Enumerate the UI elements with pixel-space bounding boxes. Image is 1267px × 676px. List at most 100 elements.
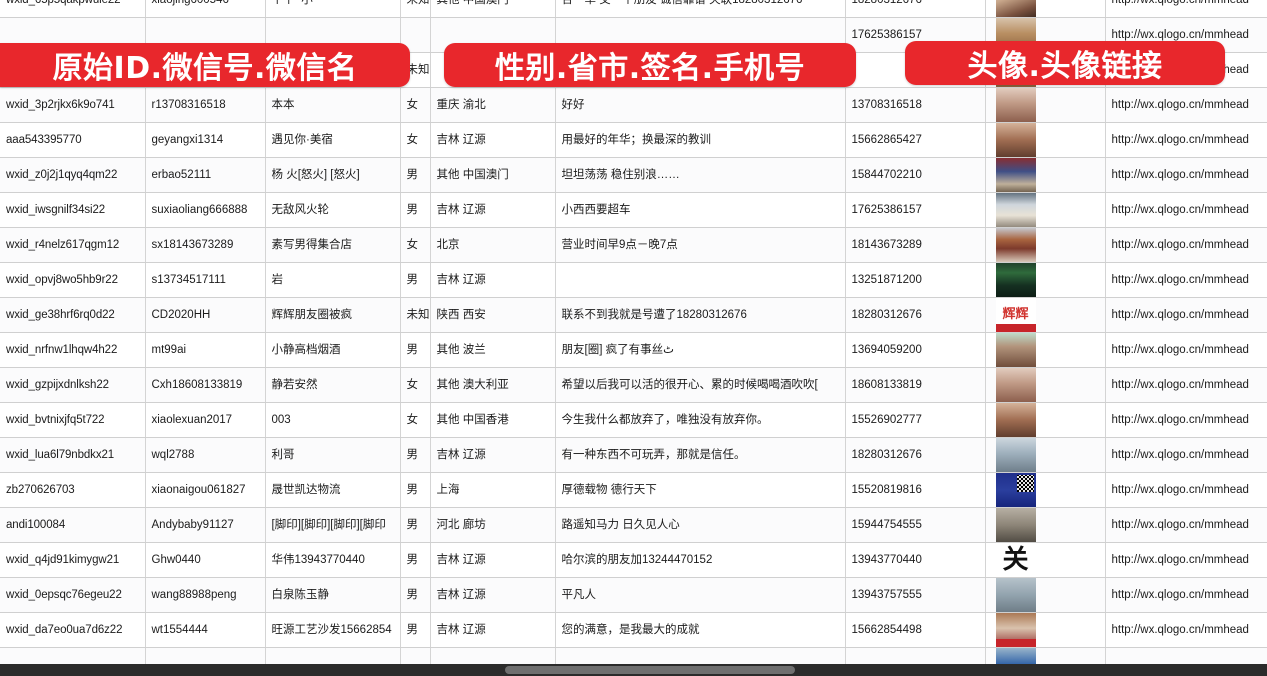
cell-wechat-id[interactable]: CD2020HH	[145, 297, 266, 333]
cell-phone[interactable]: 13251871200	[845, 262, 986, 298]
cell-wechat-name[interactable]: 素写男得集合店	[265, 227, 401, 263]
table-row[interactable]: wxid_r4nelz617qgm12 sx18143673289 素写男得集合店女…	[0, 227, 1267, 263]
cell-phone[interactable]: 18143673289	[845, 227, 986, 263]
cell-avatar[interactable]	[985, 577, 1106, 613]
cell-avatar-link[interactable]: http://wx.qlogo.cn/mmhead	[1105, 122, 1267, 158]
cell-wechat-name[interactable]: 遇见你·美宿	[265, 122, 401, 158]
cell-wechat-name[interactable]: 利哥	[265, 437, 401, 473]
cell-wechat-id[interactable]: xiaolexuan2017	[145, 402, 266, 438]
cell-gender[interactable]: 男	[400, 157, 431, 193]
table-row[interactable]: wxid_iwsgnilf34si22 suxiaoliang666888 无敌风火…	[0, 192, 1267, 228]
cell-region[interactable]: 其他 中国澳门	[430, 157, 556, 193]
cell-wechat-name[interactable]: 无敌风火轮	[265, 192, 401, 228]
cell-region[interactable]: 吉林 辽源	[430, 262, 556, 298]
cell-phone[interactable]: 15662865427	[845, 122, 986, 158]
cell-original-id[interactable]: wxid_ge38hrf6rq0d22	[0, 297, 146, 333]
cell-gender[interactable]: 女	[400, 367, 431, 403]
cell-signature[interactable]: 好好	[555, 87, 846, 123]
cell-phone[interactable]: 15944754555	[845, 507, 986, 543]
cell-original-id[interactable]: wxid_da7eo0ua7d6z22	[0, 612, 146, 648]
cell-region[interactable]: 吉林 辽源	[430, 122, 556, 158]
cell-gender[interactable]: 男	[400, 507, 431, 543]
cell-signature[interactable]: 有一种东西不可玩弄，那就是信任。	[555, 437, 846, 473]
cell-region[interactable]: 河北 廊坊	[430, 507, 556, 543]
cell-signature[interactable]: 希望以后我可以活的很开心、累的时候喝喝酒吹吹[	[555, 367, 846, 403]
cell-avatar[interactable]: 辉辉	[985, 297, 1106, 333]
cell-avatar-link[interactable]: http://wx.qlogo.cn/mmhead	[1105, 0, 1267, 18]
cell-avatar-link[interactable]: http://wx.qlogo.cn/mmhead	[1105, 192, 1267, 228]
cell-region[interactable]: 吉林 辽源	[430, 577, 556, 613]
cell-gender[interactable]: 男	[400, 192, 431, 228]
cell-original-id[interactable]: aaa543395770	[0, 122, 146, 158]
cell-region[interactable]: 北京	[430, 227, 556, 263]
cell-avatar-link[interactable]: http://wx.qlogo.cn/mmhead	[1105, 367, 1267, 403]
cell-gender[interactable]: 男	[400, 332, 431, 368]
cell-region[interactable]: 其他 中国澳门	[430, 0, 556, 18]
cell-region[interactable]: 吉林 辽源	[430, 542, 556, 578]
table-row[interactable]: zb270626703 xiaonaigou061827 晟世凯达物流男上海 厚德载物…	[0, 472, 1267, 508]
cell-wechat-id[interactable]: erbao52111	[145, 157, 266, 193]
cell-original-id[interactable]: zb270626703	[0, 472, 146, 508]
cell-gender[interactable]: 女	[400, 87, 431, 123]
cell-phone[interactable]: 15520819816	[845, 472, 986, 508]
cell-gender[interactable]: 未知	[400, 0, 431, 18]
cell-avatar[interactable]: 关	[985, 542, 1106, 578]
cell-avatar[interactable]	[985, 332, 1106, 368]
cell-wechat-name[interactable]: 本本	[265, 87, 401, 123]
cell-original-id[interactable]: wxid_3p2rjkx6k9o741	[0, 87, 146, 123]
cell-wechat-name[interactable]: 003	[265, 402, 401, 438]
cell-avatar-link[interactable]: http://wx.qlogo.cn/mmhead	[1105, 332, 1267, 368]
cell-avatar[interactable]	[985, 87, 1106, 123]
cell-gender[interactable]: 男	[400, 612, 431, 648]
cell-avatar-link[interactable]: http://wx.qlogo.cn/mmhead	[1105, 542, 1267, 578]
cell-region[interactable]: 重庆 渝北	[430, 87, 556, 123]
cell-signature[interactable]	[555, 262, 846, 298]
cell-wechat-id[interactable]: mt99ai	[145, 332, 266, 368]
cell-signature[interactable]: 路遥知马力 日久见人心	[555, 507, 846, 543]
cell-phone[interactable]: 13708316518	[845, 87, 986, 123]
cell-avatar-link[interactable]: http://wx.qlogo.cn/mmhead	[1105, 157, 1267, 193]
cell-avatar-link[interactable]: http://wx.qlogo.cn/mmhead	[1105, 297, 1267, 333]
cell-wechat-name[interactable]: 白泉陈玉静	[265, 577, 401, 613]
cell-phone[interactable]: 18280312676	[845, 0, 986, 18]
cell-original-id[interactable]: wxid_0epsqc76egeu22	[0, 577, 146, 613]
cell-avatar[interactable]	[985, 157, 1106, 193]
cell-avatar[interactable]	[985, 227, 1106, 263]
table-row[interactable]: wxid_opvj8wo5hb9r22 s13734517111 岩男吉林 辽源 13…	[0, 262, 1267, 298]
cell-avatar-link[interactable]: http://wx.qlogo.cn/mmhead	[1105, 437, 1267, 473]
cell-wechat-name[interactable]: 辉辉朋友圈被疯	[265, 297, 401, 333]
cell-signature[interactable]: 今生我什么都放弃了，唯独没有放弃你。	[555, 402, 846, 438]
table-row[interactable]: wxid_ge38hrf6rq0d22 CD2020HH 辉辉朋友圈被疯 未知 陕西 西…	[0, 297, 1267, 333]
horizontal-scrollbar[interactable]	[0, 664, 1267, 676]
cell-avatar[interactable]	[985, 507, 1106, 543]
table-row[interactable]: wxid_q4jd91kimygw21 Ghw0440 华伟13943770440 男…	[0, 542, 1267, 578]
cell-avatar-link[interactable]: http://wx.qlogo.cn/mmhead	[1105, 87, 1267, 123]
cell-avatar[interactable]	[985, 367, 1106, 403]
cell-original-id[interactable]: wxid_65p5qakpwuie22	[0, 0, 146, 18]
cell-avatar[interactable]	[985, 0, 1106, 18]
cell-region[interactable]: 其他 澳大利亚	[430, 367, 556, 403]
cell-region[interactable]: 吉林 辽源	[430, 612, 556, 648]
cell-region[interactable]: 吉林 辽源	[430, 192, 556, 228]
cell-gender[interactable]: 男	[400, 542, 431, 578]
cell-wechat-id[interactable]: Cxh18608133819	[145, 367, 266, 403]
cell-region[interactable]: 其他 中国香港	[430, 402, 556, 438]
cell-original-id[interactable]: wxid_r4nelz617qgm12	[0, 227, 146, 263]
cell-signature[interactable]: 哈尔滨的朋友加13244470152	[555, 542, 846, 578]
cell-signature[interactable]: 平凡人	[555, 577, 846, 613]
cell-avatar-link[interactable]: http://wx.qlogo.cn/mmhead	[1105, 472, 1267, 508]
cell-original-id[interactable]: wxid_nrfnw1lhqw4h22	[0, 332, 146, 368]
cell-phone[interactable]: 17625386157	[845, 192, 986, 228]
cell-avatar-link[interactable]: http://wx.qlogo.cn/mmhead	[1105, 227, 1267, 263]
cell-signature[interactable]: 小西西要超车	[555, 192, 846, 228]
cell-wechat-name[interactable]: 晟世凯达物流	[265, 472, 401, 508]
table-row[interactable]: wxid_nrfnw1lhqw4h22 mt99ai 小静高档烟酒男其他 波兰 朋友[…	[0, 332, 1267, 368]
cell-signature[interactable]: 坦坦荡荡 稳住别浪……	[555, 157, 846, 193]
cell-avatar[interactable]	[985, 612, 1106, 648]
cell-region[interactable]: 其他 波兰	[430, 332, 556, 368]
cell-phone[interactable]: 13943757555	[845, 577, 986, 613]
cell-avatar[interactable]	[985, 122, 1106, 158]
cell-phone[interactable]: 13694059200	[845, 332, 986, 368]
cell-wechat-id[interactable]: wql2788	[145, 437, 266, 473]
